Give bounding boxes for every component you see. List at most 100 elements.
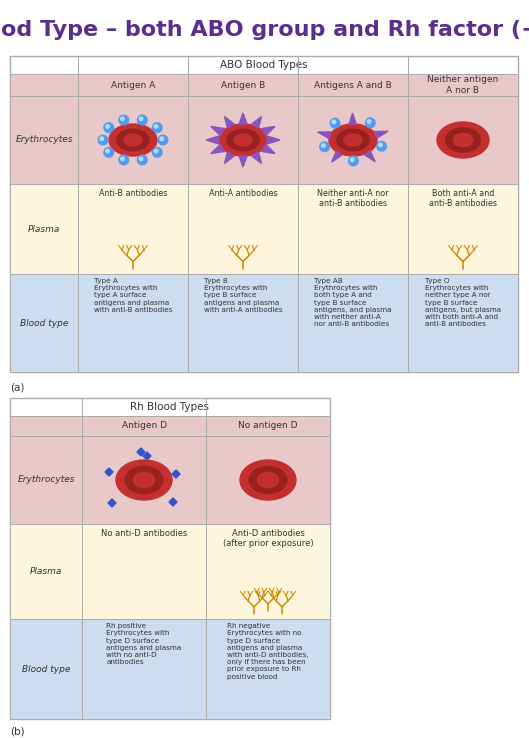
FancyBboxPatch shape [82,436,206,524]
Circle shape [121,117,124,120]
FancyBboxPatch shape [78,274,188,372]
FancyBboxPatch shape [78,184,188,274]
Polygon shape [239,113,247,124]
Text: Neither anti-A nor
anti-B antibodies: Neither anti-A nor anti-B antibodies [317,189,389,208]
Ellipse shape [329,124,377,156]
Circle shape [138,115,147,125]
Text: Plasma: Plasma [28,224,60,233]
Circle shape [330,118,340,128]
Circle shape [322,144,325,148]
Text: Antigen D: Antigen D [122,421,167,430]
Ellipse shape [249,466,287,494]
Circle shape [152,123,162,132]
Polygon shape [251,117,261,128]
Circle shape [121,157,124,161]
FancyBboxPatch shape [188,184,298,274]
Ellipse shape [227,129,259,151]
Ellipse shape [116,460,172,500]
FancyBboxPatch shape [298,96,408,184]
Ellipse shape [437,122,489,158]
Circle shape [98,135,108,145]
Text: Rh negative
Erythrocytes with no
type D surface
antigens and plasma
with anti-D : Rh negative Erythrocytes with no type D … [227,623,309,680]
FancyBboxPatch shape [10,96,78,184]
FancyBboxPatch shape [10,619,82,719]
Text: Neither antigen
A nor B: Neither antigen A nor B [427,75,499,94]
Polygon shape [317,132,331,139]
FancyBboxPatch shape [408,274,518,372]
FancyBboxPatch shape [298,184,408,274]
FancyBboxPatch shape [10,398,330,719]
FancyBboxPatch shape [10,56,518,372]
Text: No antigen D: No antigen D [238,421,298,430]
Ellipse shape [337,129,369,151]
Text: Type B
Erythrocytes with
type B surface
antigens and plasma
with anti-A antibodi: Type B Erythrocytes with type B surface … [204,278,282,313]
Text: (a): (a) [10,382,24,392]
Circle shape [377,142,387,151]
FancyBboxPatch shape [206,436,330,524]
FancyBboxPatch shape [206,524,330,619]
Ellipse shape [258,472,278,488]
Polygon shape [143,452,151,460]
Circle shape [139,117,143,120]
Text: ABO Blood Types: ABO Blood Types [220,60,308,70]
Text: Plasma: Plasma [30,567,62,576]
Circle shape [154,125,158,128]
FancyBboxPatch shape [10,436,82,524]
Ellipse shape [219,124,267,156]
FancyBboxPatch shape [408,184,518,274]
FancyBboxPatch shape [206,619,330,719]
Circle shape [349,156,358,166]
FancyBboxPatch shape [10,274,78,372]
Circle shape [119,115,129,125]
Text: Type O
Erythrocytes with
neither type A nor
type B surface
antigens, but plasma
: Type O Erythrocytes with neither type A … [425,278,501,328]
Circle shape [154,149,158,153]
Ellipse shape [344,134,362,146]
Text: Antigens A and B: Antigens A and B [314,80,392,89]
Text: (b): (b) [10,727,25,737]
Circle shape [367,120,371,123]
FancyBboxPatch shape [78,74,518,96]
Text: Anti-D antibodies
(after prior exposure): Anti-D antibodies (after prior exposure) [223,529,313,548]
FancyBboxPatch shape [82,524,206,619]
Circle shape [366,118,375,128]
FancyBboxPatch shape [82,416,330,436]
Ellipse shape [240,460,296,500]
Text: Anti-B antibodies: Anti-B antibodies [99,189,167,198]
Circle shape [106,125,110,128]
Polygon shape [137,448,145,456]
Text: Blood Type – both ABO group and Rh factor (+/-): Blood Type – both ABO group and Rh facto… [0,20,529,40]
Ellipse shape [445,128,480,152]
Ellipse shape [117,129,149,151]
Circle shape [350,158,354,162]
Polygon shape [169,498,177,506]
Circle shape [379,143,382,147]
Circle shape [152,148,162,157]
Ellipse shape [125,466,163,494]
Polygon shape [375,131,388,138]
FancyBboxPatch shape [188,96,298,184]
Polygon shape [251,152,261,163]
Polygon shape [105,468,113,476]
Text: Antigen A: Antigen A [111,80,155,89]
Circle shape [160,137,163,141]
Circle shape [332,120,335,124]
Ellipse shape [234,134,252,146]
Polygon shape [224,152,234,163]
Polygon shape [332,151,342,162]
FancyBboxPatch shape [408,96,518,184]
Text: Rh Blood Types: Rh Blood Types [131,402,209,412]
Ellipse shape [124,134,142,146]
Text: Blood type: Blood type [20,319,68,328]
Polygon shape [262,145,275,154]
Ellipse shape [109,124,157,156]
Circle shape [100,137,104,141]
Polygon shape [211,126,224,136]
Text: Erythrocytes: Erythrocytes [17,475,75,485]
Ellipse shape [453,134,473,147]
FancyBboxPatch shape [82,619,206,719]
Polygon shape [108,499,116,507]
Polygon shape [239,156,247,167]
Circle shape [106,149,110,153]
FancyBboxPatch shape [78,96,188,184]
FancyBboxPatch shape [188,274,298,372]
